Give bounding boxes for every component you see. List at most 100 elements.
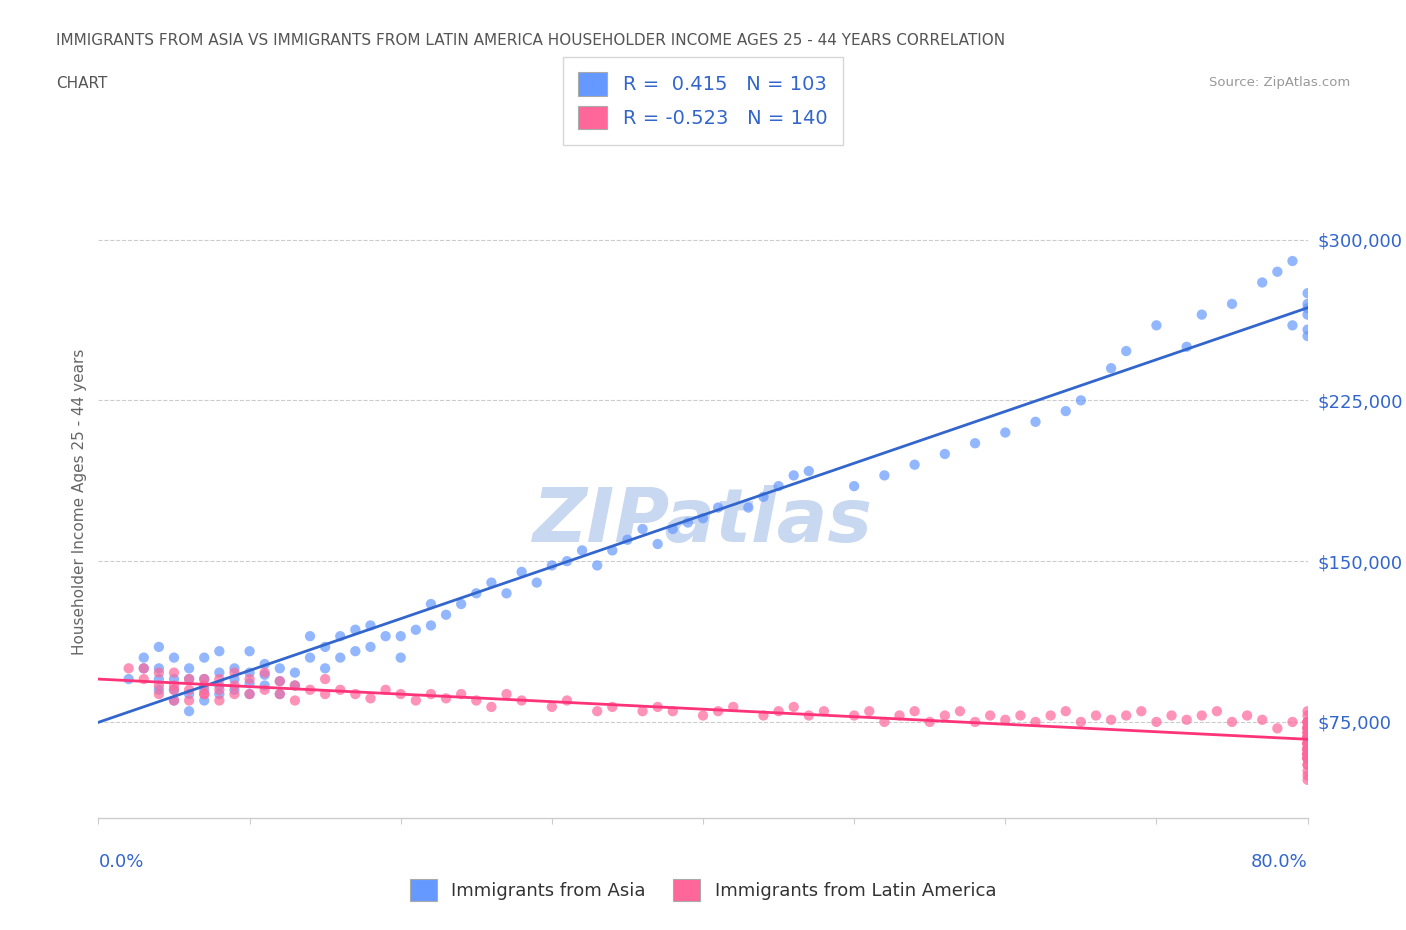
Point [1175,339,1198,354]
Point [239,644,262,658]
Point [1251,275,1274,290]
Point [208,671,231,686]
Point [1296,725,1319,740]
Point [253,657,276,671]
Point [1296,764,1319,778]
Point [692,511,714,525]
Point [752,489,775,504]
Point [602,699,624,714]
Point [1296,736,1319,751]
Point [844,708,866,723]
Point [1296,322,1319,337]
Point [239,665,262,680]
Point [1220,297,1243,312]
Point [450,596,472,611]
Point [1296,721,1319,736]
Point [224,678,246,693]
Point [224,661,246,676]
Point [360,618,382,633]
Point [314,671,336,686]
Point [1296,747,1319,762]
Point [148,686,170,701]
Point [1296,704,1319,719]
Point [148,665,170,680]
Point [344,686,367,701]
Point [1296,751,1319,765]
Point [1296,714,1319,729]
Point [844,479,866,494]
Point [1296,740,1319,755]
Point [1296,719,1319,734]
Point [1296,747,1319,762]
Point [419,618,441,633]
Point [405,693,427,708]
Point [1236,708,1258,723]
Point [177,671,201,686]
Point [239,686,262,701]
Point [148,661,170,676]
Point [1220,714,1243,729]
Point [1296,729,1319,744]
Point [1296,747,1319,762]
Point [586,558,609,573]
Point [661,522,683,537]
Point [360,691,382,706]
Point [224,671,246,686]
Point [1296,740,1319,755]
Point [314,661,336,676]
Point [148,678,170,693]
Point [314,640,336,655]
Point [269,686,291,701]
Point [284,693,307,708]
Point [177,686,201,701]
Point [208,683,231,698]
Point [1296,736,1319,751]
Point [1296,736,1319,751]
Point [631,522,654,537]
Point [1039,708,1062,723]
Point [797,464,820,479]
Point [239,671,262,686]
Point [1296,751,1319,765]
Point [193,671,215,686]
Point [1296,736,1319,751]
Point [495,586,517,601]
Point [1296,714,1319,729]
Point [118,671,141,686]
Point [1296,725,1319,740]
Point [389,629,412,644]
Point [1296,736,1319,751]
Point [269,673,291,688]
Point [360,640,382,655]
Point [177,693,201,708]
Point [904,458,927,472]
Point [1115,343,1137,358]
Point [526,575,548,590]
Point [1281,318,1303,333]
Point [163,693,186,708]
Legend: Immigrants from Asia, Immigrants from Latin America: Immigrants from Asia, Immigrants from La… [401,870,1005,910]
Point [1070,714,1092,729]
Point [1296,297,1319,312]
Point [193,678,215,693]
Point [1144,318,1167,333]
Point [1296,751,1319,765]
Point [1054,704,1077,719]
Point [1024,714,1046,729]
Point [177,704,201,719]
Point [163,650,186,665]
Point [193,693,215,708]
Point [1206,704,1229,719]
Point [148,640,170,655]
Point [782,468,804,483]
Point [434,691,457,706]
Point [1296,300,1319,315]
Point [797,708,820,723]
Point [495,686,517,701]
Point [208,693,231,708]
Point [707,500,730,515]
Point [965,714,987,729]
Point [419,596,441,611]
Point [1296,751,1319,765]
Point [1296,773,1319,788]
